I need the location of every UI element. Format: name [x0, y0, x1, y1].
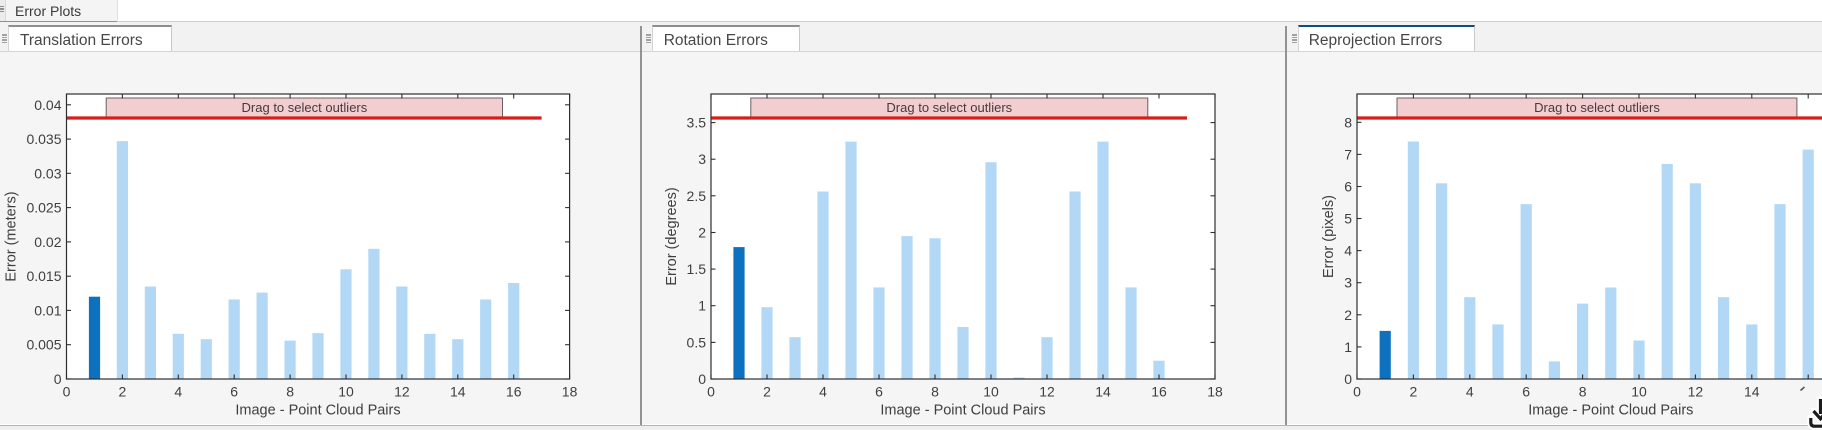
svg-text:16: 16: [506, 383, 522, 399]
svg-text:0.015: 0.015: [26, 268, 61, 284]
svg-text:2.5: 2.5: [687, 188, 707, 204]
svg-text:2: 2: [1410, 383, 1418, 399]
svg-text:6: 6: [230, 383, 238, 399]
svg-text:18: 18: [562, 383, 578, 399]
svg-text:10: 10: [338, 383, 354, 399]
svg-text:0: 0: [707, 383, 715, 399]
svg-text:2: 2: [763, 383, 771, 399]
svg-text:10: 10: [983, 383, 999, 399]
svg-text:4: 4: [1466, 383, 1474, 399]
svg-text:3.5: 3.5: [687, 115, 707, 131]
svg-text:Error (degrees): Error (degrees): [664, 187, 680, 285]
svg-text:14: 14: [1744, 383, 1760, 399]
svg-text:4: 4: [174, 383, 182, 399]
svg-text:0.025: 0.025: [26, 200, 61, 216]
svg-text:8: 8: [1344, 114, 1352, 130]
svg-text:12: 12: [1039, 383, 1055, 399]
svg-text:0.035: 0.035: [26, 131, 61, 147]
svg-text:14: 14: [450, 383, 466, 399]
svg-text:3: 3: [1344, 275, 1352, 291]
svg-text:14: 14: [1095, 383, 1111, 399]
svg-text:10: 10: [1631, 383, 1647, 399]
svg-text:1: 1: [698, 298, 706, 314]
svg-text:Image - Point Cloud Pairs: Image - Point Cloud Pairs: [1528, 403, 1693, 419]
svg-text:12: 12: [394, 383, 410, 399]
svg-text:8: 8: [1579, 383, 1587, 399]
svg-text:6: 6: [875, 383, 883, 399]
svg-text:0.03: 0.03: [34, 165, 61, 181]
svg-text:8: 8: [931, 383, 939, 399]
svg-text:0.02: 0.02: [34, 234, 61, 250]
svg-text:2: 2: [119, 383, 127, 399]
svg-text:3: 3: [698, 151, 706, 167]
svg-text:Error (pixels): Error (pixels): [1321, 195, 1337, 278]
svg-text:Image - Point Cloud Pairs: Image - Point Cloud Pairs: [235, 403, 400, 419]
svg-text:Drag to select outliers: Drag to select outliers: [242, 100, 368, 115]
svg-text:0: 0: [1344, 371, 1352, 387]
svg-text:0.04: 0.04: [34, 97, 61, 113]
svg-text:12: 12: [1688, 383, 1704, 399]
svg-text:6: 6: [1522, 383, 1530, 399]
svg-text:2: 2: [698, 225, 706, 241]
svg-text:Drag to select outliers: Drag to select outliers: [886, 100, 1012, 115]
svg-text:6: 6: [1344, 179, 1352, 195]
svg-text:0.01: 0.01: [34, 302, 61, 318]
svg-text:0.005: 0.005: [26, 337, 61, 353]
svg-text:4: 4: [1344, 243, 1352, 259]
svg-text:1: 1: [1344, 339, 1352, 355]
svg-text:0: 0: [698, 371, 706, 387]
svg-text:0: 0: [54, 371, 62, 387]
svg-text:0: 0: [1353, 383, 1361, 399]
svg-text:18: 18: [1207, 383, 1223, 399]
svg-text:0: 0: [63, 383, 71, 399]
svg-text:5: 5: [1344, 211, 1352, 227]
svg-text:0.5: 0.5: [687, 334, 707, 350]
svg-text:8: 8: [286, 383, 294, 399]
svg-text:Drag to select outliers: Drag to select outliers: [1534, 100, 1660, 115]
svg-text:7: 7: [1344, 146, 1352, 162]
svg-text:4: 4: [819, 383, 827, 399]
svg-text:Image - Point Cloud Pairs: Image - Point Cloud Pairs: [880, 403, 1045, 419]
svg-text:1.5: 1.5: [687, 261, 707, 277]
svg-text:2: 2: [1344, 307, 1352, 323]
svg-text:16: 16: [1151, 383, 1167, 399]
svg-text:Error (meters): Error (meters): [4, 191, 20, 281]
